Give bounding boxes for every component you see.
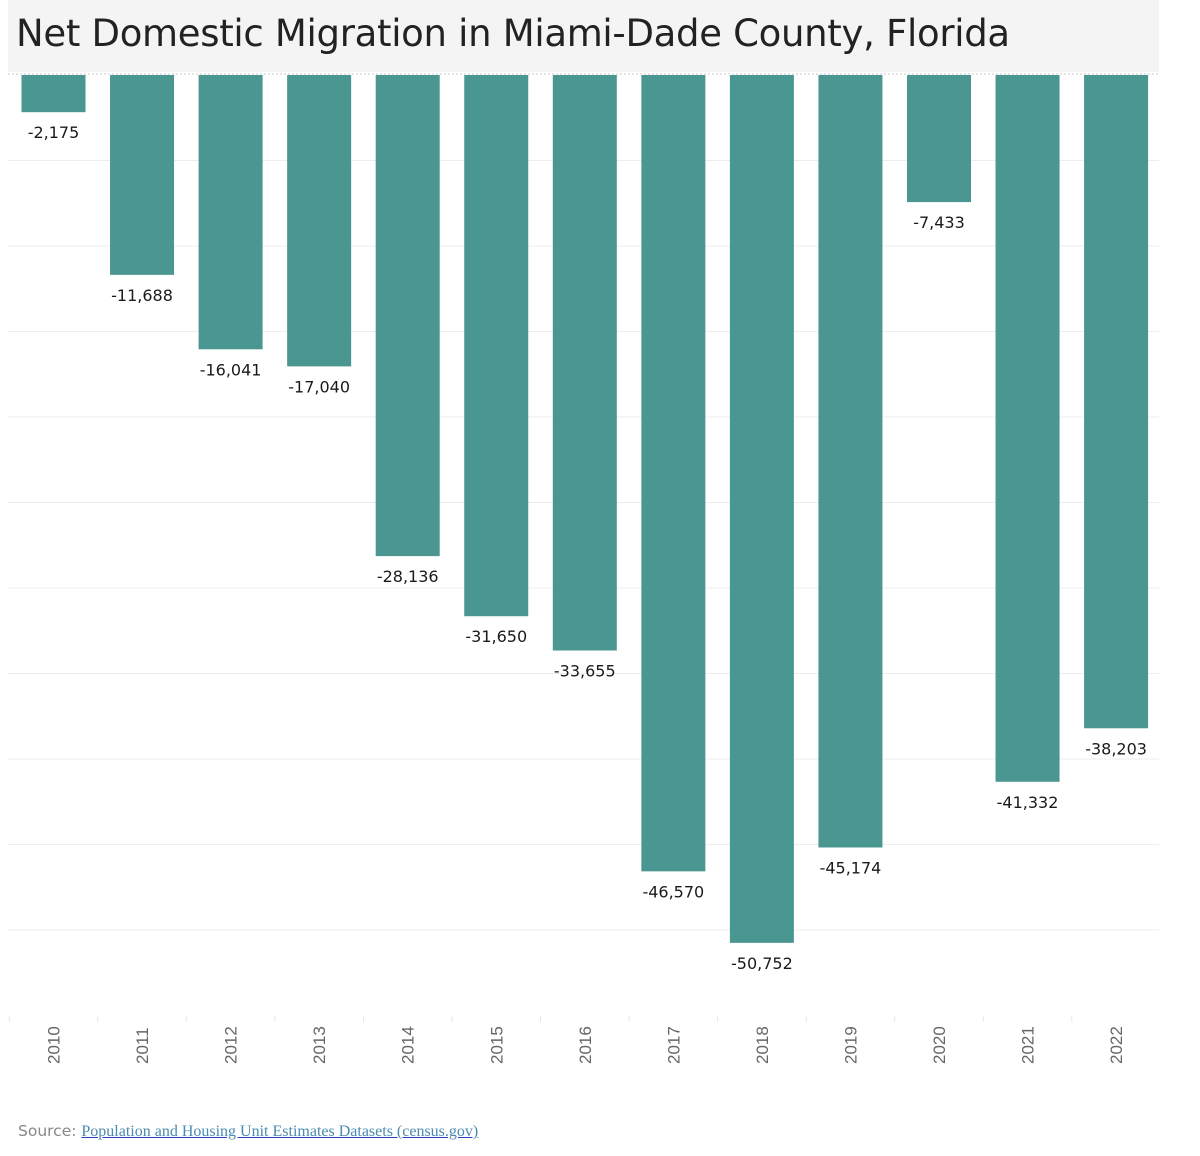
- bar-2021[interactable]: [995, 75, 1060, 782]
- bar-2018[interactable]: [729, 75, 794, 943]
- data-label-2012: -16,041: [200, 360, 262, 379]
- data-label-2018: -50,752: [731, 954, 793, 973]
- x-tick-label-2016: 2016: [576, 1026, 595, 1064]
- data-label-2015: -31,650: [465, 627, 527, 646]
- bar-2022[interactable]: [1084, 75, 1149, 729]
- bar-2017[interactable]: [641, 75, 706, 872]
- bar-2010[interactable]: [21, 75, 86, 113]
- data-label-2011: -11,688: [111, 286, 173, 305]
- x-tick-label-2013: 2013: [310, 1026, 329, 1064]
- chart-title: Net Domestic Migration in Miami-Dade Cou…: [16, 12, 1010, 55]
- data-label-2013: -17,040: [288, 377, 350, 396]
- bar-2011[interactable]: [110, 75, 175, 275]
- bar-2012[interactable]: [198, 75, 263, 350]
- x-tick-label-2011: 2011: [133, 1027, 152, 1064]
- x-tick-label-2010: 2010: [45, 1026, 64, 1064]
- x-tick-label-2015: 2015: [487, 1026, 506, 1064]
- data-label-2014: -28,136: [377, 567, 439, 586]
- data-label-2022: -38,203: [1085, 739, 1147, 758]
- x-tick-label-2018: 2018: [753, 1026, 772, 1064]
- data-label-2010: -2,175: [28, 123, 80, 142]
- x-axis-ticks: 2010 2011 2012 2013 2014 2015 2016 2017 2018 2019…: [8, 1016, 1126, 1064]
- data-label-2017: -46,570: [642, 882, 704, 901]
- bar-2013[interactable]: [287, 75, 352, 367]
- data-label-2021: -41,332: [997, 793, 1059, 812]
- data-label-2020: -7,433: [913, 213, 965, 232]
- bars: [21, 75, 1149, 943]
- data-label-2019: -45,174: [820, 858, 882, 877]
- title-bar: Net Domestic Migration in Miami-Dade Cou…: [8, 0, 1159, 72]
- x-tick-label-2020: 2020: [930, 1026, 949, 1064]
- x-tick-label-2022: 2022: [1107, 1026, 1126, 1064]
- bar-2014[interactable]: [375, 75, 440, 557]
- bar-chart: -2,175 -11,688 -16,041 -17,040 -28,136 -31,65…: [8, 73, 1159, 1064]
- x-tick-label-2014: 2014: [399, 1026, 418, 1064]
- source-prefix: Source:: [18, 1122, 82, 1140]
- bar-2015[interactable]: [464, 75, 529, 617]
- x-tick-label-2017: 2017: [664, 1026, 683, 1064]
- bar-2016[interactable]: [552, 75, 617, 651]
- x-tick-label-2012: 2012: [222, 1026, 241, 1064]
- source-link[interactable]: Population and Housing Unit Estimates Da…: [81, 1123, 479, 1140]
- bar-2020[interactable]: [907, 75, 971, 203]
- bar-labels: -2,175 -11,688 -16,041 -17,040 -28,136 -31,65…: [28, 123, 1147, 973]
- bar-2019[interactable]: [818, 75, 883, 848]
- x-tick-label-2021: 2021: [1019, 1026, 1038, 1064]
- data-label-2016: -33,655: [554, 662, 616, 681]
- source-note: Source: Population and Housing Unit Esti…: [18, 1121, 478, 1141]
- x-tick-label-2019: 2019: [841, 1026, 860, 1064]
